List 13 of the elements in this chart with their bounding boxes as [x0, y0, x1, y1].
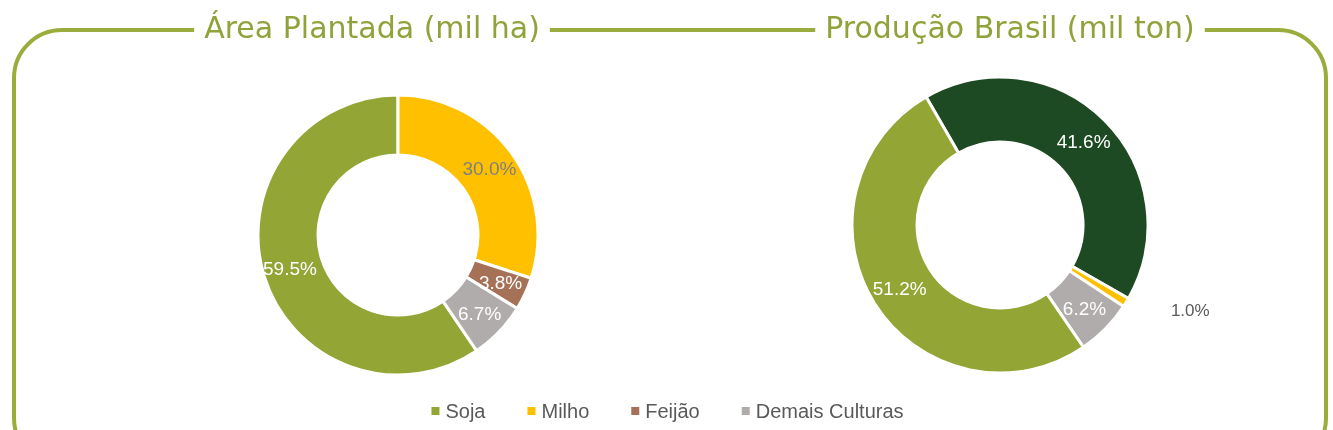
legend-label: Soja	[445, 400, 487, 422]
data-label: 51.2%	[872, 277, 927, 299]
legend-label: Feijão	[645, 400, 700, 422]
data-label: 1.0%	[1170, 300, 1210, 320]
data-label: 6.7%	[457, 302, 502, 324]
chart-title: Área Plantada (mil ha)	[204, 9, 540, 45]
legend-label: Demais Culturas	[755, 400, 904, 422]
chart-title: Produção Brasil (mil ton)	[825, 9, 1195, 45]
data-label: 30.0%	[462, 158, 517, 180]
legend-label: Milho	[541, 400, 590, 422]
data-label: 59.5%	[263, 257, 318, 279]
data-label: 41.6%	[1056, 130, 1111, 152]
data-label: 6.2%	[1062, 297, 1107, 319]
